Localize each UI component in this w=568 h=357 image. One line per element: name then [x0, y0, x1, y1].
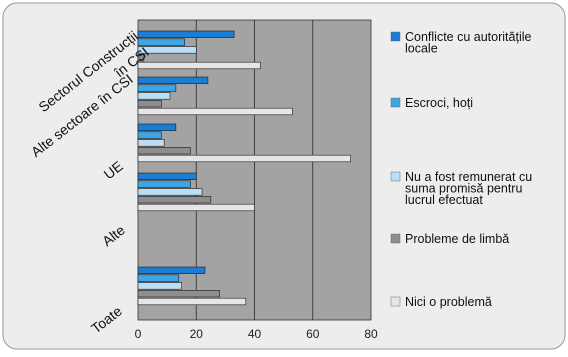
bar-ue-1	[137, 123, 177, 131]
bar-alte-sectoare-in-csi-4	[137, 100, 162, 108]
bar-sectorul-constructii-in-csi-3	[137, 46, 197, 54]
bar-alte-sectoare-in-csi-5	[137, 107, 293, 116]
bar-sectorul-constructii-in-csi-1	[137, 30, 235, 38]
bar-toate-4	[137, 290, 220, 298]
legend-label-3-line-3: lucrul efectuat	[405, 193, 483, 207]
bars	[137, 30, 351, 306]
bar-toate-3	[137, 282, 182, 290]
legend-label-3-line-1: Nu a fost remunerat cu	[405, 170, 532, 184]
legend-label-1-line-2: locale	[405, 42, 438, 56]
legend-swatch-5	[390, 296, 401, 307]
x-tick-label: 40	[248, 327, 262, 341]
bar-sectorul-constructii-in-csi-4	[137, 54, 145, 62]
bar-ue-5	[137, 154, 351, 163]
x-tick-label: 0	[135, 327, 142, 341]
bar-ue-2	[137, 131, 162, 139]
bar-alte-2	[137, 180, 191, 188]
legend-label-1-line-1: Conflicte cu autoritățile	[405, 30, 532, 44]
bar-ue-3	[137, 139, 165, 147]
bar-alte-3	[137, 188, 203, 196]
bar-alte-sectoare-in-csi-3	[137, 92, 171, 100]
legend-swatch-2	[390, 97, 401, 108]
bar-ue-4	[137, 147, 191, 155]
bar-alte-sectoare-in-csi-2	[137, 84, 177, 92]
legend-label-3-line-2: suma promisă pentru	[405, 182, 522, 196]
legend-label-4: Probleme de limbă	[405, 232, 509, 246]
bar-toate-1	[137, 266, 206, 274]
bar-alte-4	[137, 196, 212, 204]
x-tick-label: 80	[364, 327, 378, 341]
bar-sectorul-constructii-in-csi-2	[137, 38, 185, 46]
bar-toate-2	[137, 274, 180, 282]
legend-swatch-3	[390, 171, 401, 182]
x-tick-label: 20	[190, 327, 204, 341]
bar-alte-5	[137, 203, 255, 212]
legend-swatch-1	[390, 31, 401, 42]
x-axis-ticks: 0 20 40 60 80	[135, 327, 378, 341]
bar-alte-sectoare-in-csi-1	[137, 76, 209, 84]
legend-label-2: Escroci, hoți	[405, 96, 473, 110]
bar-alte-1	[137, 172, 197, 180]
x-tick-label: 60	[306, 327, 320, 341]
bar-toate-5	[137, 297, 247, 306]
legend-swatch-4	[390, 233, 401, 244]
bar-sectorul-constructii-in-csi-5	[137, 61, 261, 70]
legend-label-5: Nici o problemă	[405, 295, 492, 309]
